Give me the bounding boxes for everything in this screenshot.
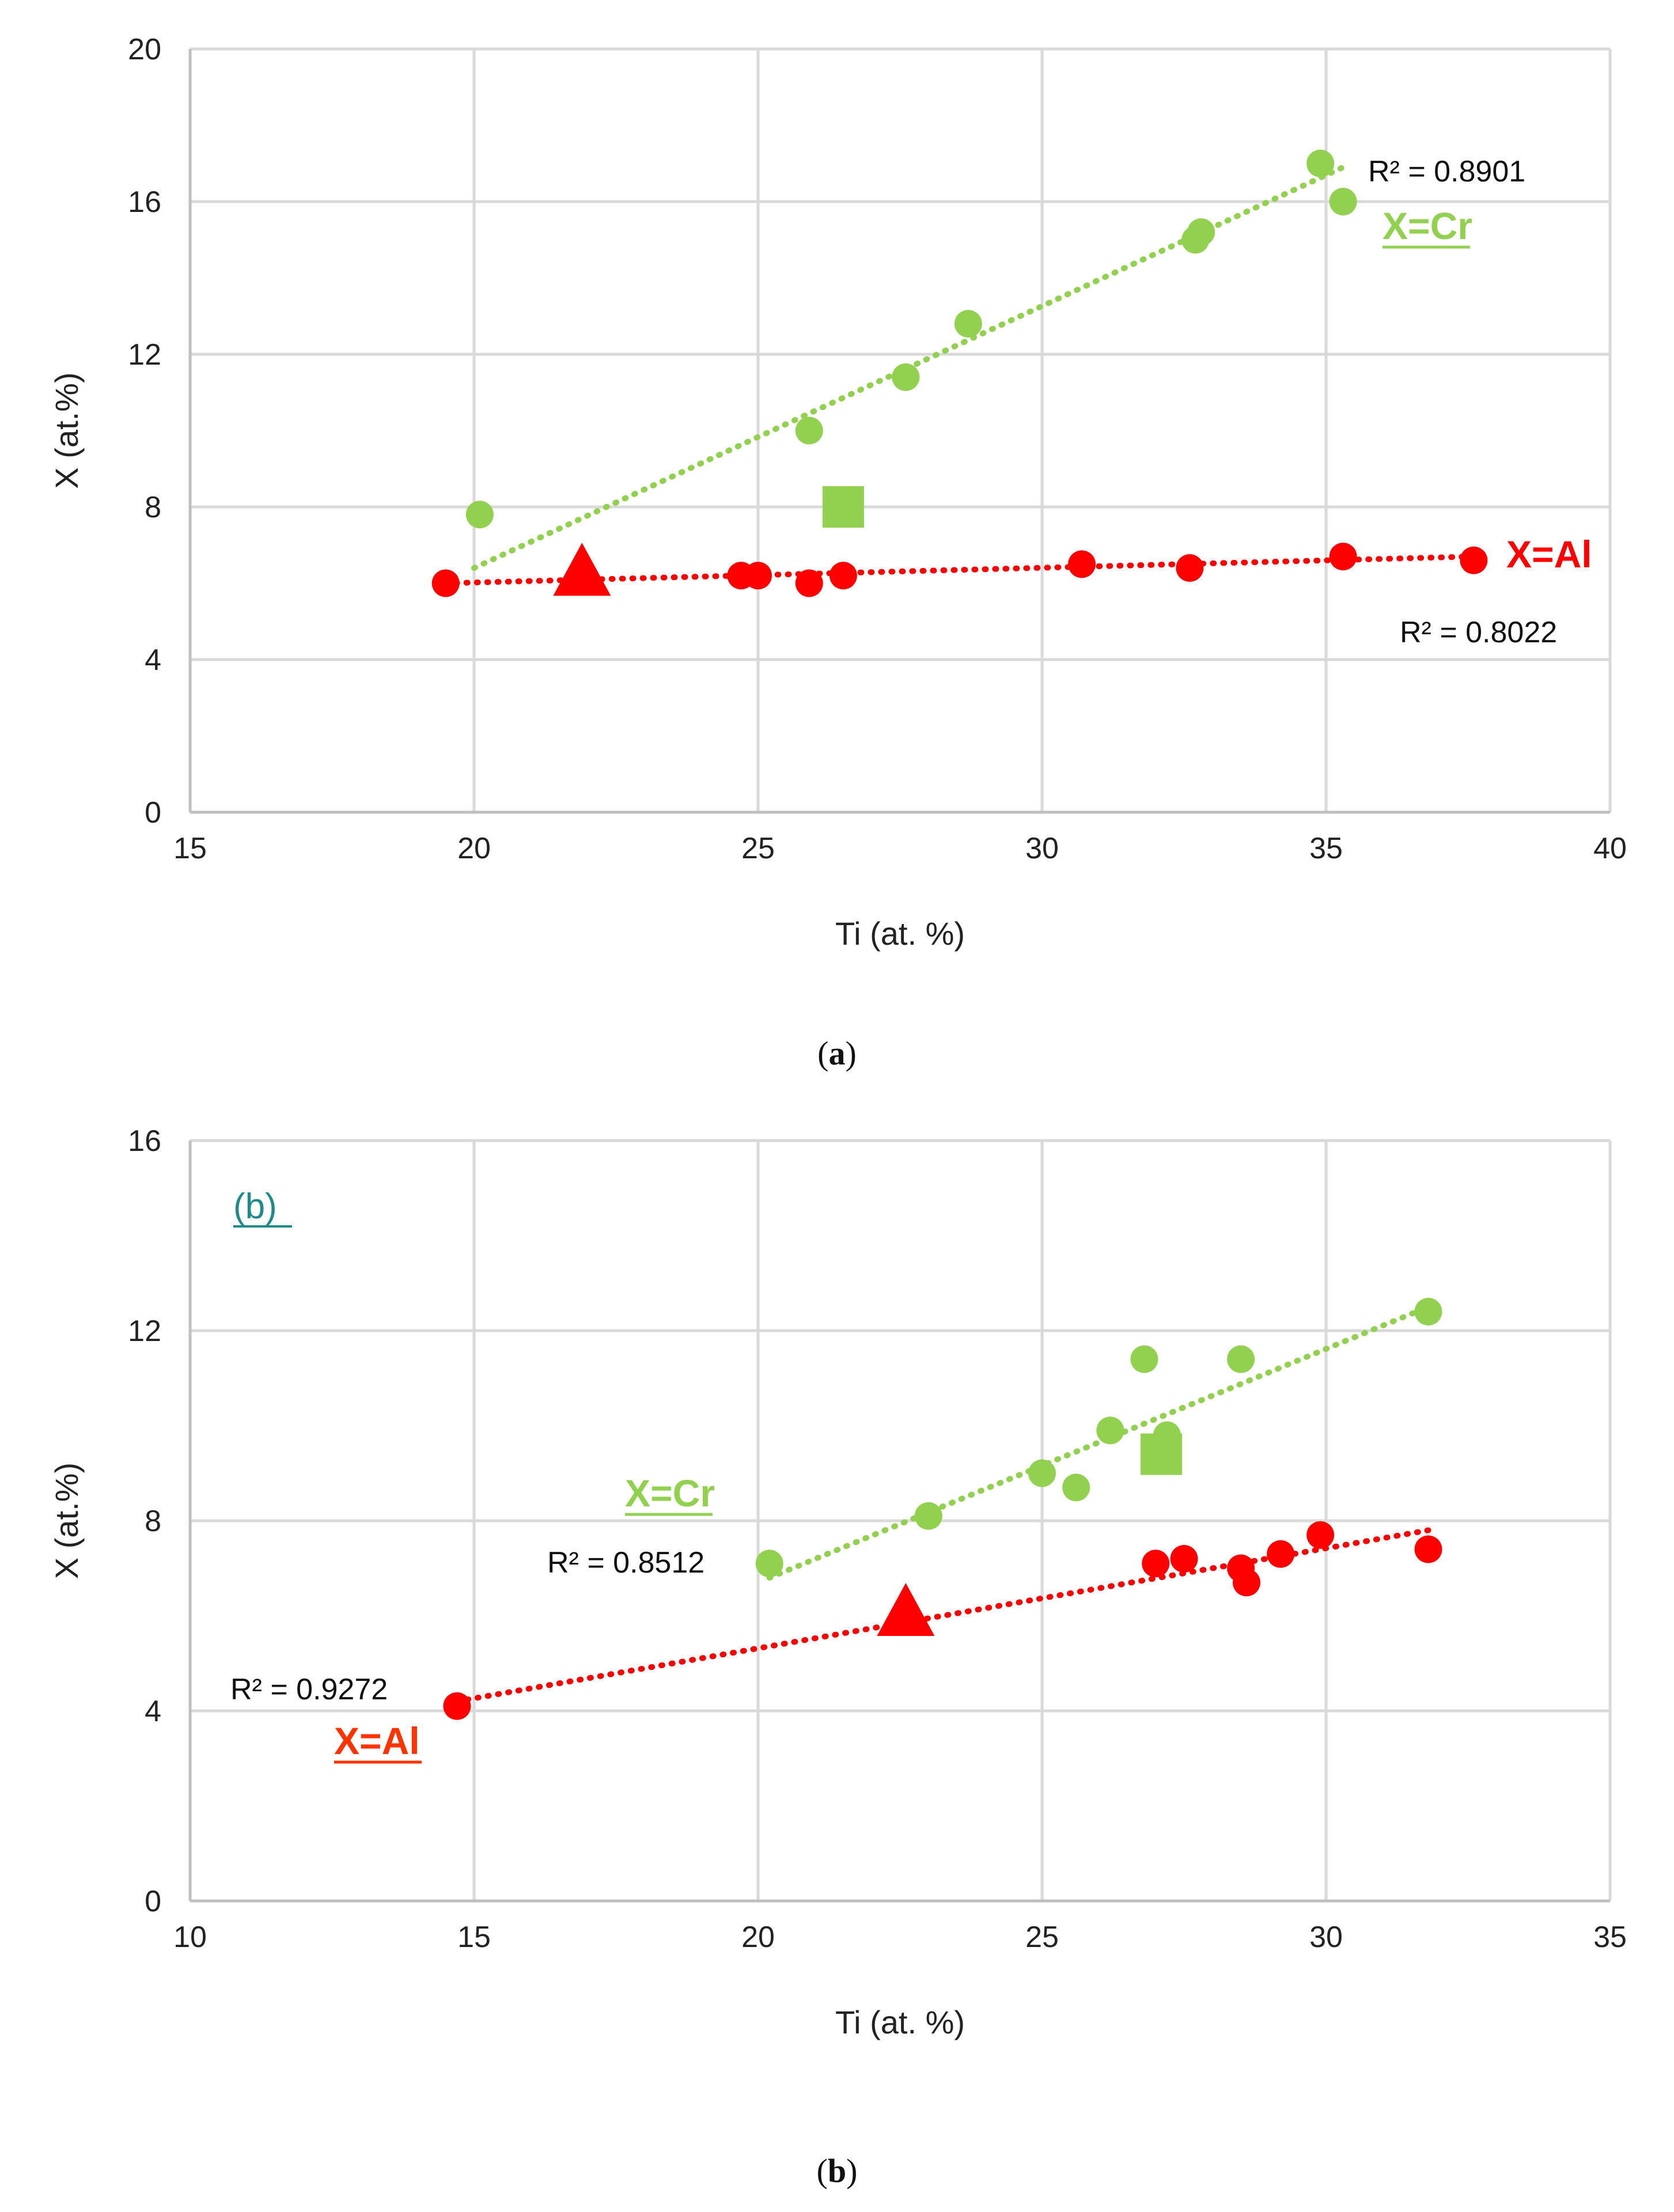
chart-a-svg: 15 20 25 30 35 40 0 4 8 12 16 20 Ti (at. %) X (at.%) R… [48,33,1627,952]
point-al-a-6 [1176,554,1204,582]
point-cr-a-1 [795,416,823,445]
point-al-b-1 [1142,1550,1170,1578]
chart-b-svg: 10 15 20 25 30 35 0 4 8 12 16 Ti (at. %) X (at.%) R² … [48,1124,1627,2040]
point-al-b-7 [1414,1535,1442,1563]
caption-b: (b) [0,2152,1674,2190]
x-tick-label-a-20: 20 [457,832,491,865]
point-al-b-5 [1267,1540,1295,1568]
point-al-a-8 [1460,546,1488,574]
point-cr-b-4 [1096,1416,1124,1445]
y-axis-title-b: X (at.%) [48,1463,85,1579]
x-tick-label-b-35: 35 [1593,1921,1627,1954]
point-cr-b-8 [1414,1298,1442,1325]
point-cr-b-7 [1227,1345,1255,1373]
point-al-a-5 [1068,550,1096,578]
caption-b-close: ) [846,2152,858,2190]
x-tick-label-a-25: 25 [741,832,775,865]
caption-a-close: ) [845,1035,857,1072]
x-tick-label-a-40: 40 [1593,832,1627,865]
chart-panel-b: 10 15 20 25 30 35 0 4 8 12 16 Ti (at. %) X (at.%) R² … [0,1094,1674,2212]
point-al-a-3 [795,569,823,597]
r2-label-cr-a: R² = 0.8901 [1368,155,1525,188]
point-al-b-4 [1232,1569,1260,1597]
series-label-al-b: X=Al [334,1719,420,1762]
y-tick-label-a-4: 4 [145,643,161,677]
x-tick-label-b-30: 30 [1309,1921,1343,1954]
caption-a-letter: a [828,1035,846,1072]
caption-b-letter: b [827,2152,847,2190]
point-cr-a-5 [1187,218,1215,246]
point-cr-a-3 [954,310,982,338]
y-tick-label-a-8: 8 [145,491,161,524]
r2-label-al-b: R² = 0.9272 [230,1673,388,1706]
point-cr-a-6 [1306,149,1335,177]
y-tick-label-b-0: 0 [145,1885,161,1918]
x-tick-label-b-25: 25 [1025,1921,1059,1954]
x-tick-label-a-30: 30 [1025,832,1059,865]
caption-a-open: ( [817,1035,829,1072]
point-cr-a-2 [892,363,920,391]
x-tick-label-b-20: 20 [741,1921,775,1954]
triangle-marker-al-b [877,1582,935,1636]
y-tick-label-a-0: 0 [145,796,161,830]
series-label-cr-b: X=Cr [625,1472,715,1514]
point-cr-b-3 [1062,1474,1090,1502]
point-al-a-7 [1329,543,1357,571]
series-label-cr-a: X=Cr [1383,204,1472,247]
point-al-a-0 [431,569,460,597]
y-tick-label-a-16: 16 [128,185,161,219]
y-tick-label-b-12: 12 [128,1315,161,1348]
y-tick-label-a-20: 20 [128,33,161,66]
square-marker-cr-a [822,486,864,528]
x-tick-label-b-10: 10 [173,1921,207,1954]
series-label-al-a: X=Al [1506,533,1592,575]
square-marker-cr-b [1141,1433,1183,1475]
point-cr-b-5 [1130,1345,1158,1373]
point-al-b-0 [443,1692,471,1720]
x-tick-label-b-15: 15 [457,1921,491,1954]
triangle-marker-al-a [553,543,611,596]
y-tick-label-b-4: 4 [145,1695,161,1728]
x-axis-title-b: Ti (at. %) [835,2004,965,2040]
x-tick-label-a-15: 15 [173,832,207,865]
point-cr-a-0 [465,501,494,529]
panel-tag-b: (b) [233,1187,277,1226]
point-cr-a-7 [1329,188,1357,215]
x-axis-title-a: Ti (at. %) [835,915,965,952]
point-al-a-2 [744,562,772,590]
point-al-b-2 [1170,1545,1198,1573]
point-cr-b-0 [755,1550,783,1578]
r2-label-al-a: R² = 0.8022 [1400,616,1557,649]
point-cr-b-2 [1028,1459,1056,1487]
trendline-cr-b [766,1304,1431,1581]
point-al-a-4 [829,562,857,590]
y-tick-label-b-8: 8 [145,1505,161,1538]
x-tick-label-a-35: 35 [1309,832,1343,865]
y-tick-label-b-16: 16 [128,1124,161,1158]
r2-label-cr-b: R² = 0.8512 [547,1546,705,1580]
caption-b-open: ( [816,2152,828,2190]
y-tick-label-a-12: 12 [128,338,161,372]
y-axis-title-a: X (at.%) [48,372,85,488]
point-cr-b-1 [914,1502,942,1530]
caption-a: (a) [0,1034,1674,1073]
trendline-al-b [454,1527,1431,1705]
chart-panel-a: 15 20 25 30 35 40 0 4 8 12 16 20 Ti (at. %) X (at.%) R… [0,0,1674,1094]
point-al-b-6 [1306,1521,1335,1549]
